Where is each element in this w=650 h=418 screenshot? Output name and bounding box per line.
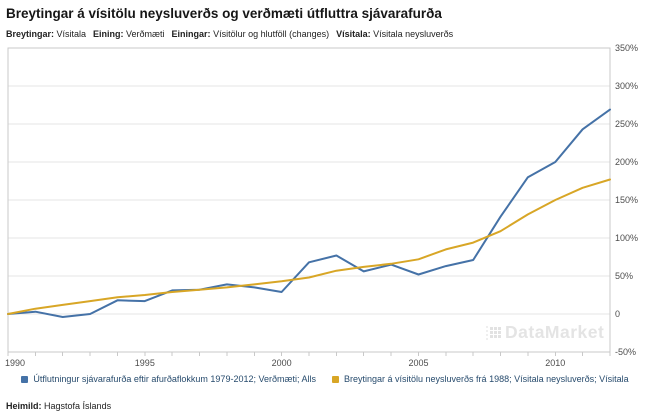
legend-marker-cpi [332, 375, 339, 383]
datamarket-watermark: DataMarket [486, 322, 604, 343]
datamarket-watermark-text: DataMarket [505, 322, 605, 342]
datamarket-logo-icon [486, 325, 501, 340]
y-axis-label: 250% [615, 119, 638, 129]
y-axis-label: 150% [615, 195, 638, 205]
page-title: Breytingar á vísitölu neysluverðs og ver… [6, 6, 442, 21]
legend-label: Útflutningur sjávarafurða eftir afurðafl… [33, 374, 316, 384]
series-line-cpi[interactable] [7, 178, 611, 315]
x-axis-label: 1995 [135, 358, 155, 368]
x-axis-label: 1990 [5, 358, 25, 368]
x-axis-label: 2005 [408, 358, 428, 368]
legend-marker-export-value [21, 375, 29, 383]
x-axis-label: 2000 [272, 358, 292, 368]
subtitle-meta-item: Einingar: Vísitölur og hlutföll (changes… [171, 29, 330, 39]
source-note: Heimild: Hagstofa Íslands [6, 401, 111, 411]
x-axis-label: 2010 [545, 358, 565, 368]
subtitle-meta-item: Vísitala: Vísitala neysluverðs [336, 29, 454, 39]
source-label: Heimild: [6, 401, 42, 411]
legend-label: Breytingar á vísitölu neysluverðs frá 19… [344, 374, 629, 384]
y-axis-label: 50% [615, 271, 633, 281]
source-value: Hagstofa Íslands [44, 401, 112, 411]
legend-item-export-value[interactable]: Útflutningur sjávarafurða eftir afurðafl… [21, 374, 316, 384]
subtitle-meta-item: Breytingar: Vísitala [6, 29, 87, 39]
y-axis-label: 200% [615, 157, 638, 167]
y-axis-label: -50% [615, 347, 636, 357]
y-axis-label: 100% [615, 233, 638, 243]
y-axis-label: 350% [615, 43, 638, 53]
legend-item-cpi[interactable]: Breytingar á vísitölu neysluverðs frá 19… [332, 374, 629, 384]
series-line-export-value[interactable] [7, 108, 611, 318]
chart-legend: Útflutningur sjávarafurða eftir afurðafl… [0, 374, 650, 384]
y-axis-label: 0 [615, 309, 620, 319]
y-axis-label: 300% [615, 81, 638, 91]
subtitle-meta-item: Eining: Verðmæti [93, 29, 165, 39]
chart-subtitle: Breytingar: Vísitala Eining: Verðmæti Eini… [6, 29, 460, 39]
